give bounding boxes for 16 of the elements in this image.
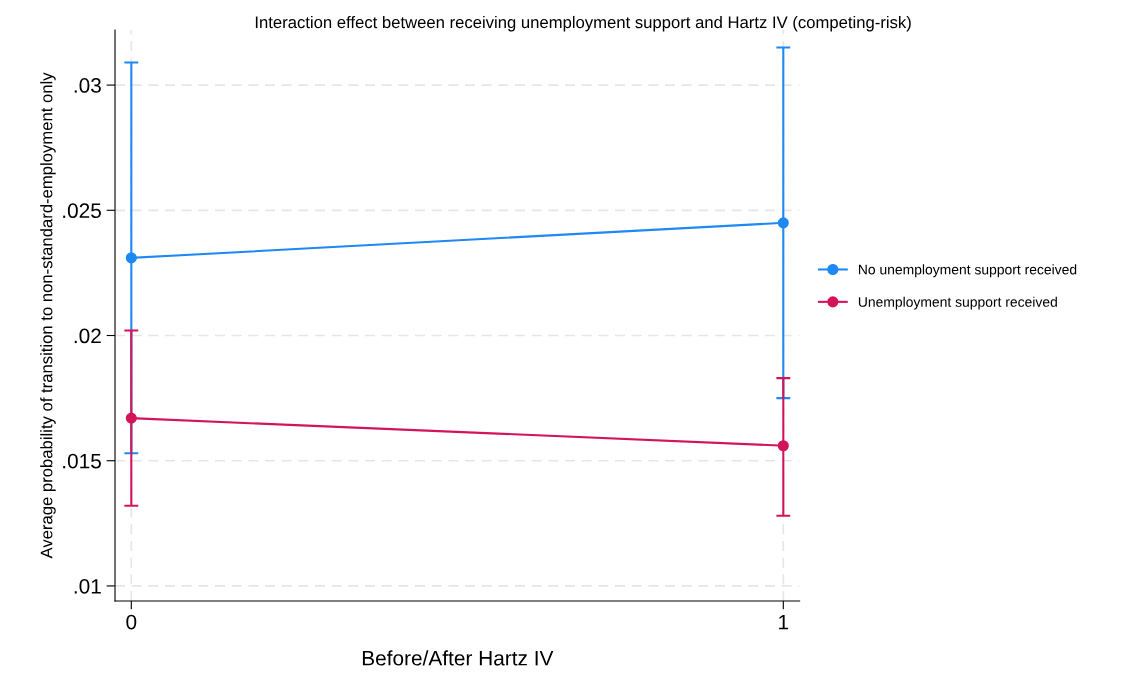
x-axis-title: Before/After Hartz IV [362,650,554,666]
x-tick-label: 1 [779,614,789,630]
point [125,252,137,264]
point [777,217,789,229]
y-tick-label: .03 [74,78,101,93]
y-tick-label: .02 [74,328,101,344]
y-axis-title: Average probability of transition to non-standard-employment only [40,72,56,559]
chart-title: Interaction effect between receiving unemployment support and Hartz IV (competing-risk) [255,15,911,32]
point [777,440,789,452]
legend-label: No unemployment support received [858,264,1077,278]
x-tick-label: 0 [126,614,137,630]
y-tick-label: .015 [63,453,101,469]
y-tick-label: .01 [74,578,101,594]
point [125,412,137,424]
y-tick-label: .025 [63,203,101,219]
legend-label: Unemployment support received [858,296,1057,310]
